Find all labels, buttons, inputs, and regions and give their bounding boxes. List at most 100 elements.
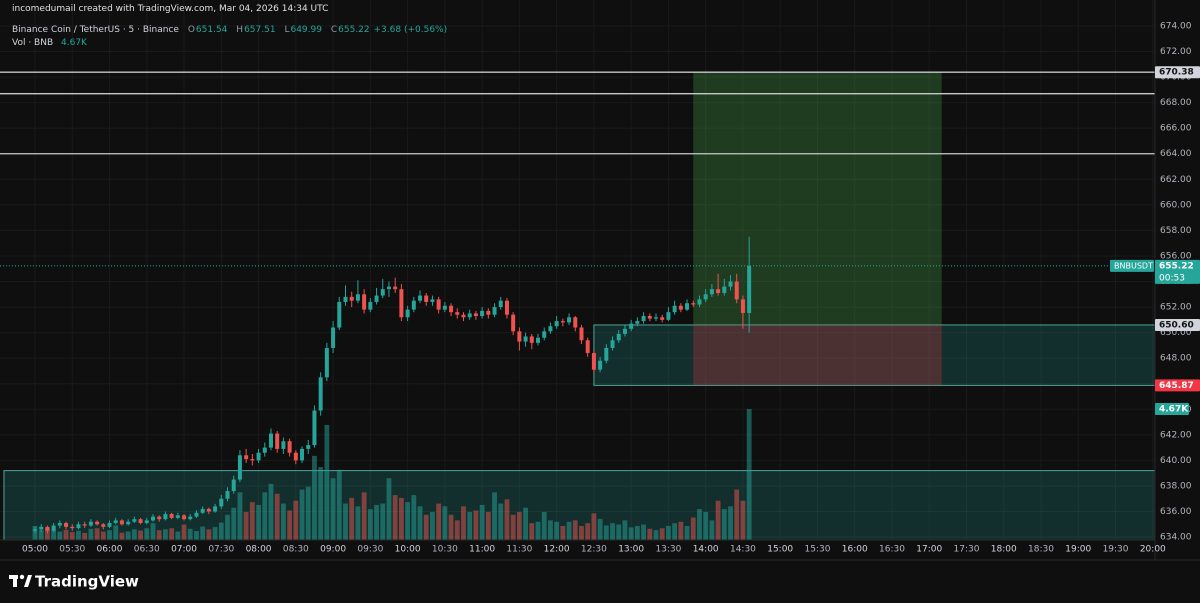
volume-bar [610, 523, 615, 540]
volume-bar [380, 503, 386, 540]
volume-bar [585, 523, 591, 540]
volume-bar [57, 531, 63, 540]
candle-body [728, 281, 733, 287]
volume-bar [305, 486, 311, 540]
volume-bar [231, 507, 237, 540]
plot-area [0, 0, 1155, 540]
volume-bar [405, 502, 410, 540]
x-tick-label: 06:00 [97, 545, 123, 555]
candle-body [119, 520, 124, 525]
candle-body [113, 520, 118, 524]
volume-bar [672, 523, 678, 540]
candle-body [430, 299, 435, 302]
volume-bar [703, 511, 709, 540]
x-tick-label: 14:30 [730, 545, 756, 555]
volume-bar [510, 514, 516, 540]
volume-title: Vol · BNB [12, 38, 54, 48]
volume-bar [138, 530, 143, 540]
volume-bar [467, 511, 473, 540]
volume-bar [200, 526, 206, 540]
y-tick-label: 640.00 [1160, 456, 1192, 466]
volume-bar [181, 524, 187, 540]
volume-bar [591, 513, 597, 540]
volume-legend: Vol · BNB 4.67K [12, 38, 88, 48]
countdown: 00:53 [1159, 273, 1185, 283]
volume-bar [262, 492, 268, 540]
volume-bar [324, 424, 330, 540]
volume-bar [125, 531, 131, 540]
candle-body [567, 317, 572, 323]
y-tick-label: 658.00 [1160, 226, 1192, 236]
volume-bar [485, 511, 491, 540]
volume-bar [597, 518, 603, 540]
candle-body [666, 312, 671, 320]
candle-body [300, 448, 305, 461]
volume-bar [423, 514, 429, 540]
candle-body [449, 305, 454, 313]
candle-body [380, 289, 385, 296]
x-tick-label: 14:00 [693, 545, 719, 555]
x-tick-label: 08:00 [246, 545, 272, 555]
candle-body [275, 433, 280, 449]
candle-body [337, 301, 342, 328]
candle-body [647, 316, 652, 319]
volume-bar [299, 489, 305, 540]
x-tick-label: 20:00 [1140, 545, 1166, 555]
x-tick-label: 16:00 [842, 545, 868, 555]
logo-stem [13, 575, 17, 587]
volume-bar [622, 520, 628, 540]
x-tick-label: 07:00 [171, 545, 197, 555]
ohlc-label: O [187, 25, 195, 35]
candle-body [455, 312, 460, 315]
candle-body [529, 336, 534, 343]
volume-bar [448, 514, 454, 540]
candle-body [660, 317, 665, 320]
volume-bar [554, 521, 560, 540]
candle-body [473, 313, 478, 317]
volume-bar [647, 528, 653, 540]
volume-bar [461, 506, 466, 540]
candle-body [629, 323, 634, 329]
volume-bar [659, 528, 665, 540]
candle-body [101, 524, 106, 527]
candle-body [268, 433, 273, 448]
candle-body [250, 459, 255, 461]
x-tick-label: 07:30 [208, 545, 234, 555]
candle-body [175, 515, 180, 518]
candle-body [225, 491, 230, 499]
target-tag: 670.38 [1159, 68, 1194, 78]
candle-body [610, 340, 615, 348]
candle-body [244, 455, 249, 460]
candle-body [281, 441, 286, 449]
volume-bar [634, 525, 640, 540]
volume-bar [374, 504, 379, 540]
symbol-title: Binance Coin / TetherUS · 5 · Binance [12, 25, 179, 35]
y-tick-label: 660.00 [1160, 200, 1192, 210]
candle-body [386, 286, 391, 290]
volume-bar [541, 511, 547, 540]
volume-bar [361, 492, 367, 540]
volume-bar [69, 532, 75, 540]
rectangle-drawing [593, 324, 1155, 386]
volume-bar [88, 528, 94, 540]
volume-bar [529, 523, 535, 540]
volume-bar [187, 528, 193, 540]
candle-body [157, 516, 162, 520]
volume-bar [274, 493, 280, 540]
candle-body [76, 524, 81, 529]
volume-bar [473, 510, 479, 540]
volume-bar [516, 511, 522, 540]
volume-bar [715, 500, 721, 540]
candle-body [536, 337, 541, 343]
volume-bar [175, 531, 181, 540]
candle-body [293, 452, 298, 461]
volume-bar [398, 497, 404, 540]
y-tick-label: 668.00 [1160, 98, 1192, 108]
volume-bar [212, 527, 218, 540]
candle-body [554, 321, 559, 327]
volume-bar [194, 531, 199, 540]
candle-body [231, 479, 236, 492]
volume-bar [411, 495, 417, 540]
